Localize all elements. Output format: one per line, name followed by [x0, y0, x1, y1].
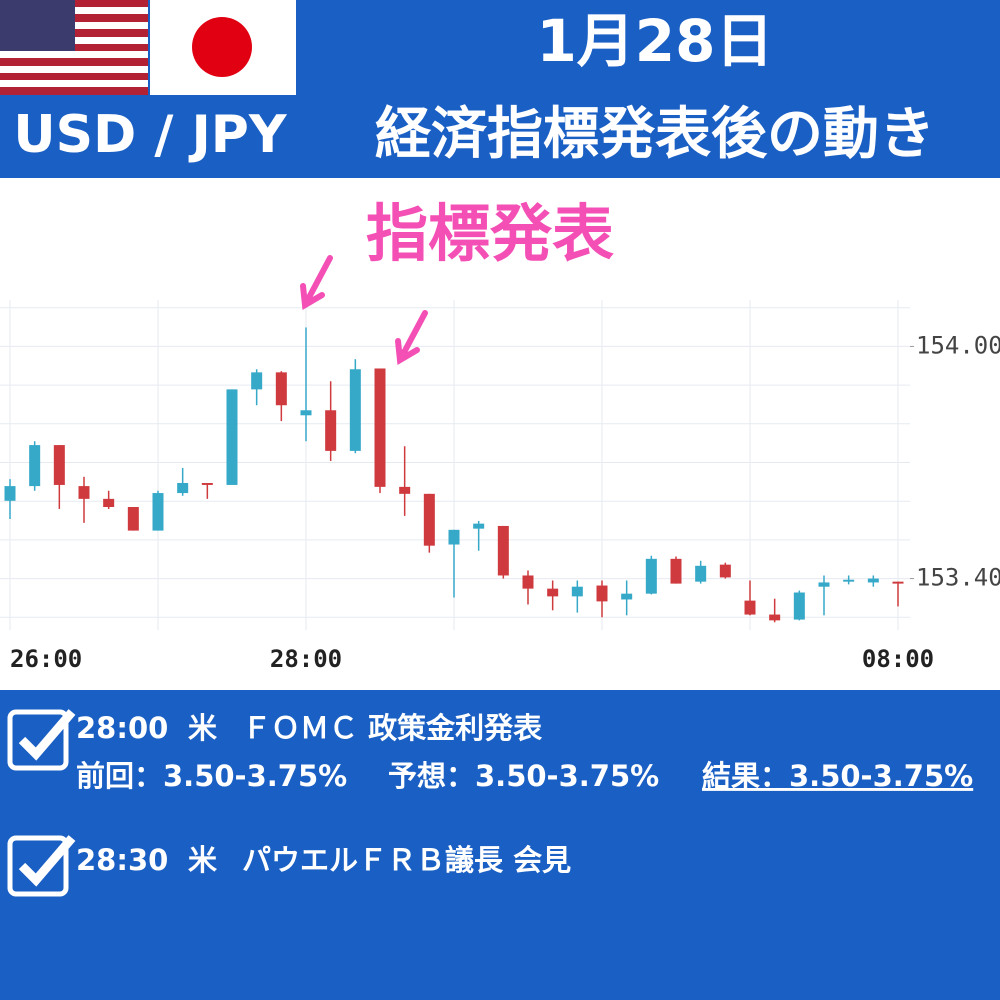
- candle-body: [645, 558, 657, 594]
- candle-body: [695, 565, 707, 582]
- candle-body: [177, 483, 189, 494]
- candle-body: [251, 372, 263, 390]
- candle-body: [201, 483, 213, 485]
- y-tick-label: 153.40: [916, 564, 1000, 592]
- y-tick-label: 154.00: [916, 331, 1000, 359]
- candle-body: [300, 410, 312, 416]
- candle-body: [349, 369, 361, 451]
- event-name: パウエルＦＲＢ議長 会見: [242, 843, 571, 877]
- candle-body: [571, 586, 583, 597]
- candle-body: [670, 558, 682, 584]
- event-previous: 前回：3.50-3.75%: [76, 759, 347, 793]
- candle-body: [29, 445, 41, 487]
- candle-body: [793, 592, 805, 620]
- candle-body: [78, 486, 90, 499]
- event-country: 米: [188, 711, 217, 745]
- plot: 154.00 153.40 26:00 28:00 08:00: [0, 300, 1000, 673]
- candle-body: [547, 588, 559, 597]
- event-time: 28:30: [76, 843, 168, 877]
- chart-area: [0, 178, 1000, 690]
- title: 経済指標発表後の動き: [375, 102, 935, 167]
- event-result: 結果：3.50-3.75%: [702, 759, 973, 793]
- x-tick-label: 26:00: [10, 645, 82, 673]
- x-tick-label: 28:00: [270, 645, 342, 673]
- jp-flag: [150, 0, 296, 95]
- event-forecast: 予想：3.50-3.75%: [388, 759, 659, 793]
- us-flag: [0, 0, 148, 95]
- date: 1月28日: [536, 7, 773, 75]
- candle-body: [53, 445, 65, 485]
- candle-body: [152, 493, 164, 531]
- candle-body: [325, 410, 337, 451]
- candle-body: [818, 582, 830, 587]
- annotation: 指標発表: [366, 197, 614, 270]
- candle-body: [497, 525, 509, 576]
- candle-body: [867, 578, 879, 583]
- arrows: [300, 255, 428, 365]
- candle-body: [4, 486, 16, 501]
- candle-body: [892, 581, 904, 584]
- candle-body: [399, 486, 411, 494]
- pair: USD / JPY: [13, 105, 287, 165]
- candle-body: [744, 600, 756, 615]
- candle-body: [374, 368, 386, 487]
- candle-body: [719, 564, 731, 578]
- candle-body: [275, 372, 287, 406]
- candle-body: [769, 614, 781, 621]
- event-name: ＦＯＭＣ 政策金利発表: [242, 711, 542, 745]
- candle-body: [448, 529, 460, 545]
- candle-body: [226, 389, 238, 485]
- candle-body: [423, 493, 435, 546]
- candle-body: [127, 506, 139, 531]
- candle-body: [596, 585, 608, 602]
- check-icons: [7, 709, 76, 897]
- event-country: 米: [188, 843, 217, 877]
- x-tick-label: 08:00: [862, 645, 934, 673]
- candle-body: [843, 579, 855, 582]
- candle-body: [473, 523, 485, 529]
- candle-body: [621, 593, 633, 600]
- event-time: 28:00: [76, 711, 168, 745]
- candle-body: [522, 575, 534, 589]
- candle-body: [103, 498, 115, 507]
